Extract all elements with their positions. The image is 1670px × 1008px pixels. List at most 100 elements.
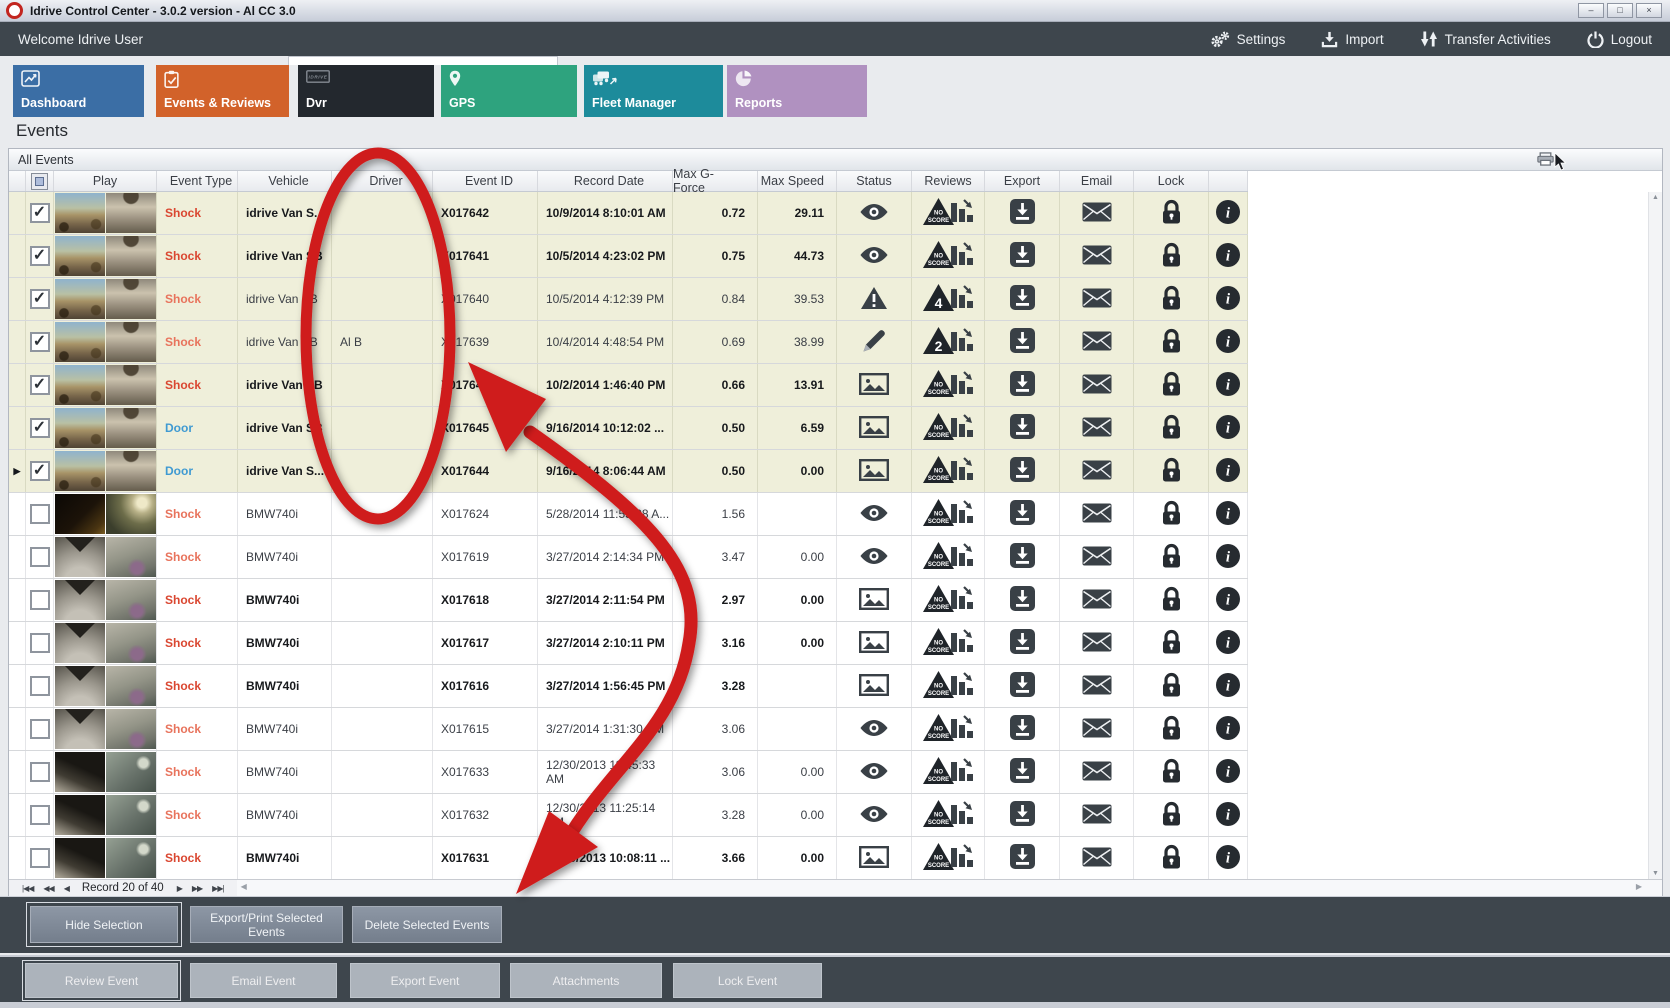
lock-icon[interactable]: [1161, 371, 1182, 400]
snapshot-icon[interactable]: [859, 673, 890, 699]
eye-icon[interactable]: [859, 805, 889, 826]
export-event-button[interactable]: Export Event: [350, 963, 500, 998]
info-icon[interactable]: i: [1215, 457, 1241, 486]
info-icon[interactable]: i: [1215, 586, 1241, 615]
event-thumbnail-road[interactable]: [54, 279, 105, 319]
review-score-triangle-icon[interactable]: NO SCORE: [922, 197, 955, 229]
row-checkbox[interactable]: [29, 504, 50, 524]
topbar-action-import[interactable]: Import: [1321, 31, 1384, 48]
row-checkbox[interactable]: [29, 719, 50, 739]
review-score-triangle-icon[interactable]: NO SCORE: [922, 799, 955, 831]
tab-dvr[interactable]: IDRIVE Dvr: [298, 65, 434, 117]
info-icon[interactable]: i: [1215, 242, 1241, 271]
lock-icon[interactable]: [1161, 414, 1182, 443]
header-event-id[interactable]: Event ID: [433, 171, 538, 191]
export-icon[interactable]: [1009, 284, 1036, 314]
next-page-icon[interactable]: ▶▶: [191, 883, 203, 893]
review-score-triangle-icon[interactable]: NO SCORE: [922, 584, 955, 616]
header-vehicle[interactable]: Vehicle: [238, 171, 332, 191]
row-checkbox[interactable]: [29, 332, 50, 352]
lock-icon[interactable]: [1161, 199, 1182, 228]
pencil-icon[interactable]: [862, 329, 886, 356]
event-thumbnail-cabin[interactable]: [105, 838, 156, 878]
review-score-triangle-icon[interactable]: NO SCORE: [922, 541, 955, 573]
row-checkbox[interactable]: [29, 762, 50, 782]
email-icon[interactable]: [1082, 460, 1112, 483]
review-bars-icon[interactable]: [950, 499, 975, 529]
review-score-triangle-icon[interactable]: NO SCORE: [922, 713, 955, 745]
table-row[interactable]: Shock BMW740i X017615 3/27/2014 1:31:30 PM 3…: [9, 708, 1248, 751]
email-event-button[interactable]: Email Event: [190, 963, 337, 998]
row-checkbox[interactable]: [29, 547, 50, 567]
email-icon[interactable]: [1082, 417, 1112, 440]
event-thumbnail-road[interactable]: [54, 709, 105, 749]
scroll-up-icon[interactable]: ▲: [1652, 194, 1659, 201]
vertical-scrollbar[interactable]: ▲ ▼: [1648, 192, 1662, 879]
review-score-triangle-icon[interactable]: NO SCORE: [922, 842, 955, 874]
lock-icon[interactable]: [1161, 328, 1182, 357]
select-all-checkbox[interactable]: [31, 172, 48, 190]
export-icon[interactable]: [1009, 198, 1036, 228]
export-icon[interactable]: [1009, 628, 1036, 658]
row-checkbox[interactable]: [29, 848, 50, 868]
event-thumbnail-road[interactable]: [54, 795, 105, 835]
next-record-icon[interactable]: ▶: [176, 883, 183, 893]
scroll-right-icon[interactable]: ▶: [1635, 882, 1642, 891]
review-bars-icon[interactable]: [950, 456, 975, 486]
review-score-triangle-icon[interactable]: 4: [922, 283, 955, 315]
email-icon[interactable]: [1082, 245, 1112, 268]
event-thumbnail-road[interactable]: [54, 666, 105, 706]
header-driver[interactable]: Driver: [332, 171, 433, 191]
email-icon[interactable]: [1082, 675, 1112, 698]
review-score-triangle-icon[interactable]: NO SCORE: [922, 240, 955, 272]
export-icon[interactable]: [1009, 800, 1036, 830]
export-print-selected-events-button[interactable]: Export/Print Selected Events: [190, 906, 343, 943]
info-icon[interactable]: i: [1215, 715, 1241, 744]
row-checkbox[interactable]: [29, 246, 50, 266]
review-score-triangle-icon[interactable]: NO SCORE: [922, 455, 955, 487]
eye-icon[interactable]: [859, 203, 889, 224]
header-record-date[interactable]: Record Date: [538, 171, 673, 191]
hide-selection-button[interactable]: Hide Selection: [30, 906, 178, 943]
email-icon[interactable]: [1082, 589, 1112, 612]
info-icon[interactable]: i: [1215, 328, 1241, 357]
email-icon[interactable]: [1082, 202, 1112, 225]
snapshot-icon[interactable]: [859, 630, 890, 656]
table-row[interactable]: Shock BMW740i X017617 3/27/2014 2:10:11 PM 3…: [9, 622, 1248, 665]
eye-icon[interactable]: [859, 762, 889, 783]
review-bars-icon[interactable]: [950, 757, 975, 787]
eye-icon[interactable]: [859, 547, 889, 568]
review-score-triangle-icon[interactable]: NO SCORE: [922, 670, 955, 702]
header-info[interactable]: [1209, 171, 1248, 191]
export-icon[interactable]: [1009, 542, 1036, 572]
row-checkbox[interactable]: [29, 805, 50, 825]
topbar-action-transfer-activities[interactable]: Transfer Activities: [1420, 30, 1551, 48]
header-email[interactable]: Email: [1060, 171, 1134, 191]
review-bars-icon[interactable]: [950, 843, 975, 873]
review-bars-icon[interactable]: [950, 671, 975, 701]
review-bars-icon[interactable]: [950, 542, 975, 572]
lock-icon[interactable]: [1161, 672, 1182, 701]
review-score-triangle-icon[interactable]: NO SCORE: [922, 498, 955, 530]
email-icon[interactable]: [1082, 546, 1112, 569]
event-thumbnail-road[interactable]: [54, 451, 105, 491]
row-checkbox[interactable]: [29, 461, 50, 481]
review-bars-icon[interactable]: [950, 370, 975, 400]
table-row[interactable]: Shock BMW740i X017619 3/27/2014 2:14:34 PM 3…: [9, 536, 1248, 579]
scroll-left-icon[interactable]: ◀: [240, 882, 247, 891]
export-icon[interactable]: [1009, 241, 1036, 271]
prev-record-icon[interactable]: ◀: [63, 883, 70, 893]
export-icon[interactable]: [1009, 585, 1036, 615]
export-icon[interactable]: [1009, 456, 1036, 486]
snapshot-icon[interactable]: [859, 372, 890, 398]
event-thumbnail-cabin[interactable]: [105, 408, 156, 448]
event-thumbnail-cabin[interactable]: [105, 537, 156, 577]
header-reviews[interactable]: Reviews: [912, 171, 985, 191]
info-icon[interactable]: i: [1215, 199, 1241, 228]
info-icon[interactable]: i: [1215, 844, 1241, 873]
lock-icon[interactable]: [1161, 844, 1182, 873]
lock-icon[interactable]: [1161, 758, 1182, 787]
